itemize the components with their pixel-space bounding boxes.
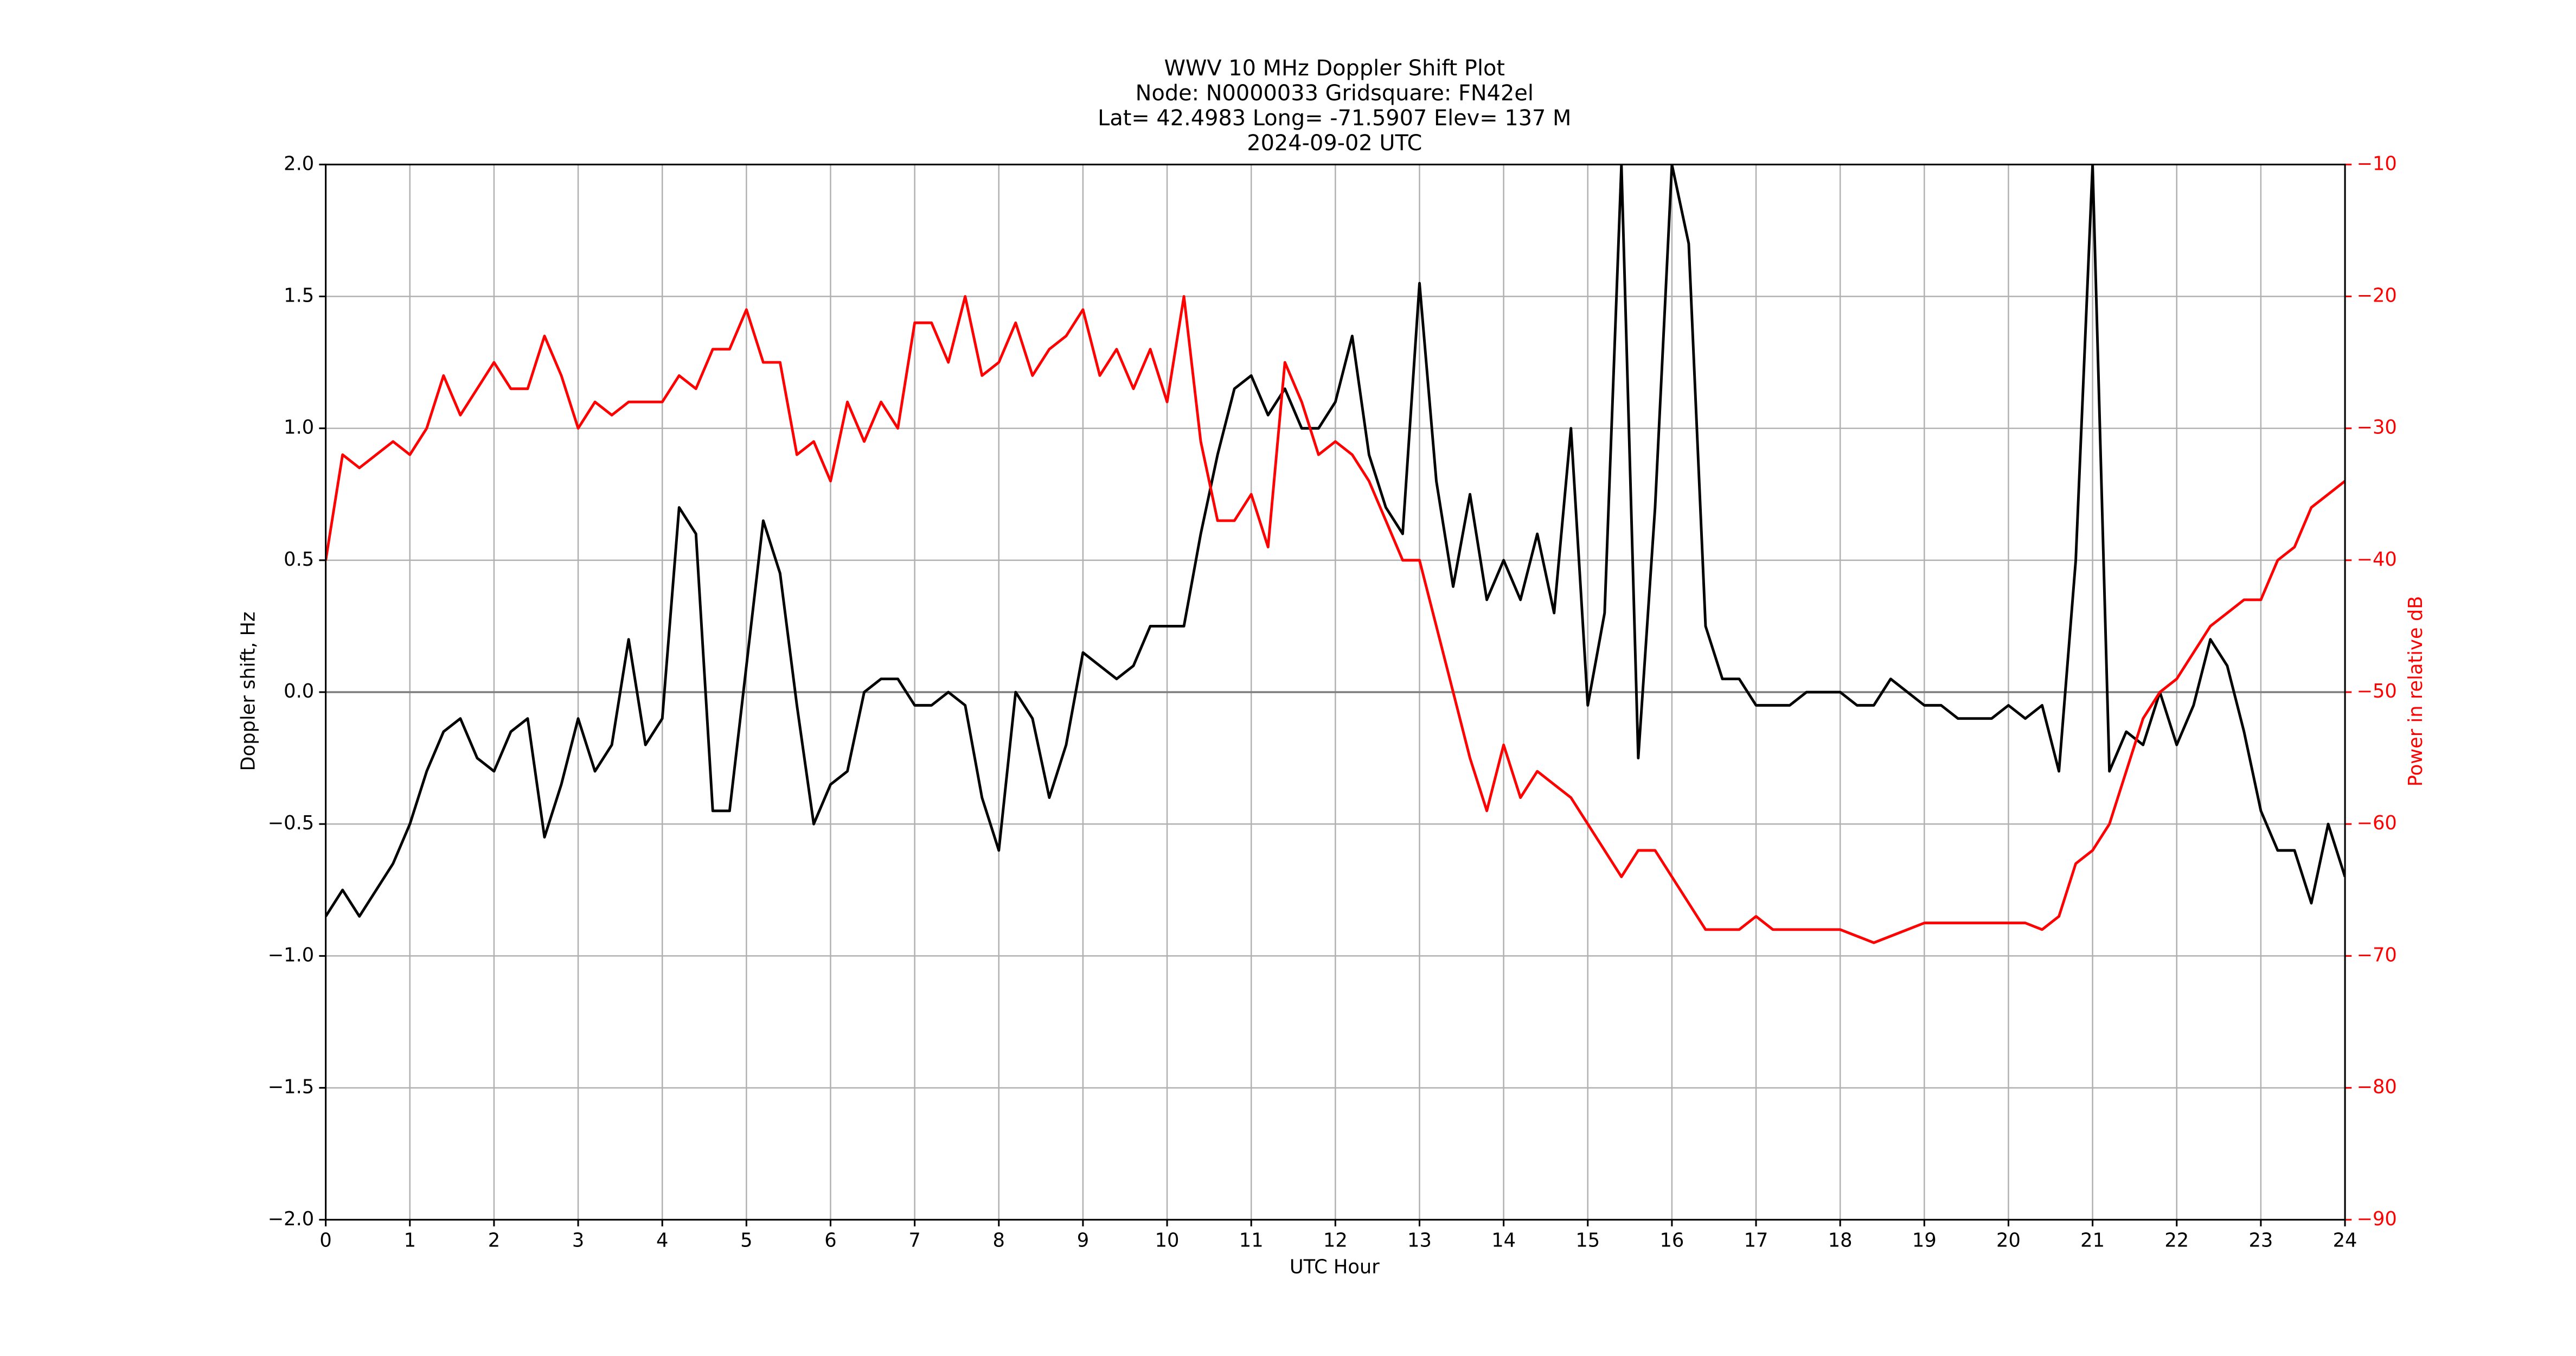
y2-tick-label: −30 <box>2356 417 2396 439</box>
x-tick-label: 24 <box>2333 1230 2357 1252</box>
x-tick-label: 16 <box>1659 1230 1684 1252</box>
y2-tick-label: −10 <box>2356 152 2396 175</box>
x-tick-label: 10 <box>1155 1230 1180 1252</box>
y-tick-label: 2.0 <box>284 152 314 175</box>
series-line <box>325 164 2346 918</box>
y-tick-label: 1.5 <box>284 284 314 306</box>
y-tick-label: −1.0 <box>268 944 315 966</box>
title-line: Lat= 42.4983 Long= -71.5907 Elev= 137 M <box>1098 106 1571 131</box>
x-tick-label: 7 <box>908 1230 920 1252</box>
axes: 0 1 2 3 4 5 6 7 8 9 10 11 12 13 14 15 16 17 18 19 20 21 22 23 24… <box>268 152 2397 1251</box>
x-axis-label: UTC Hour <box>1290 1256 1380 1278</box>
x-tick-label: 5 <box>740 1230 752 1252</box>
x-tick-label: 2 <box>488 1230 500 1252</box>
title-line: Node: N0000033 Gridsquare: FN42el <box>1136 81 1534 106</box>
plot-lines <box>325 164 2346 944</box>
y-tick-label: −0.5 <box>268 812 315 834</box>
y2-tick-label: −80 <box>2356 1076 2396 1098</box>
x-tick-label: 21 <box>2080 1230 2105 1252</box>
x-tick-label: 3 <box>572 1230 584 1252</box>
y-tick-label: 0.5 <box>284 548 314 571</box>
y2-tick-label: −60 <box>2356 812 2396 834</box>
x-tick-label: 11 <box>1239 1230 1264 1252</box>
x-tick-label: 6 <box>824 1230 836 1252</box>
y2-tick-label: −90 <box>2356 1208 2396 1230</box>
title-line: 2024-09-02 UTC <box>1247 131 1422 156</box>
x-tick-label: 22 <box>2164 1230 2189 1252</box>
x-tick-label: 4 <box>656 1230 668 1252</box>
y-tick-label: −2.0 <box>268 1208 315 1230</box>
title-line: WWV 10 MHz Doppler Shift Plot <box>1164 56 1505 81</box>
y2-tick-label: −20 <box>2356 284 2396 306</box>
x-tick-label: 19 <box>1912 1230 1937 1252</box>
y2-tick-label: −50 <box>2356 680 2396 702</box>
x-tick-label: 20 <box>1996 1230 2021 1252</box>
y-axis-label: Doppler shift, Hz <box>238 612 260 771</box>
x-tick-label: 14 <box>1491 1230 1516 1252</box>
y-tick-label: 1.0 <box>284 417 314 439</box>
x-tick-label: 13 <box>1407 1230 1432 1252</box>
x-tick-label: 9 <box>1077 1230 1089 1252</box>
x-tick-label: 17 <box>1744 1230 1768 1252</box>
x-tick-label: 18 <box>1828 1230 1853 1252</box>
y-tick-label: −1.5 <box>268 1076 315 1098</box>
x-tick-label: 15 <box>1575 1230 1600 1252</box>
y2-axis-label: Power in relative dB <box>2405 596 2427 787</box>
y2-tick-label: −70 <box>2356 944 2396 966</box>
y-tick-label: 0.0 <box>284 680 314 702</box>
x-tick-label: 0 <box>319 1230 331 1252</box>
x-tick-label: 8 <box>993 1230 1005 1252</box>
x-tick-label: 1 <box>404 1230 416 1252</box>
y2-tick-label: −40 <box>2356 548 2396 571</box>
x-tick-label: 12 <box>1323 1230 1348 1252</box>
series-line <box>325 295 2346 944</box>
x-tick-label: 23 <box>2248 1230 2273 1252</box>
